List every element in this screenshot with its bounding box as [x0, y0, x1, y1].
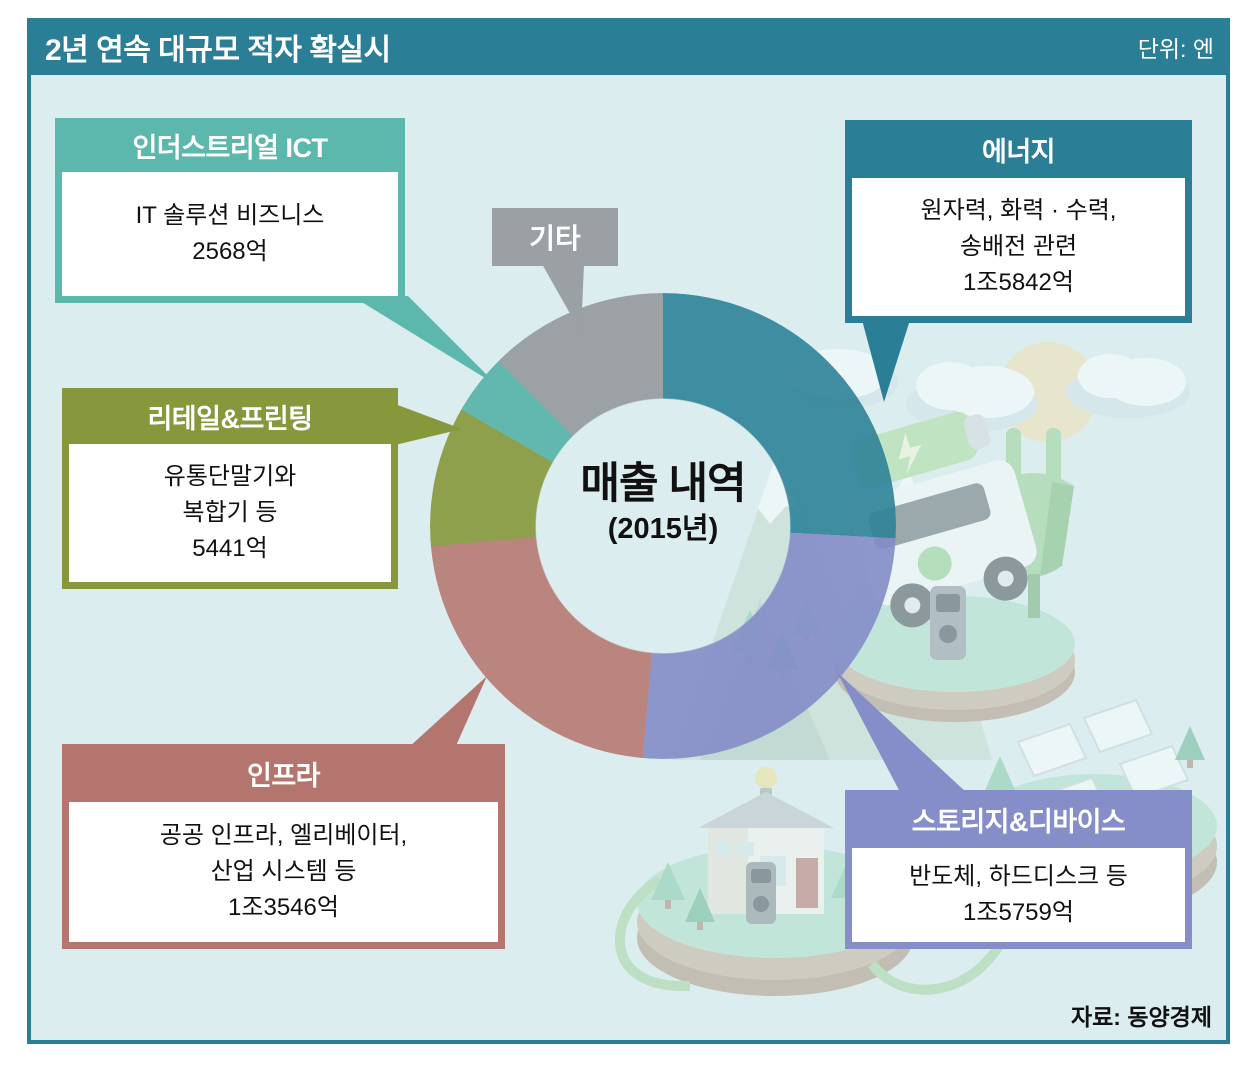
donut-center-label: 매출 내역 (2015년): [513, 460, 813, 547]
callout-value: 1조5842억: [963, 269, 1074, 296]
callout-storage-devices: 스토리지&디바이스 반도체, 하드디스크 등 1조5759억: [845, 790, 1192, 949]
callout-retail-printing: 리테일&프린팅 유통단말기와 복합기 등 5441억: [62, 388, 398, 589]
page-title: 2년 연속 대규모 적자 확실시: [45, 33, 391, 67]
callout-line: 유통단말기와: [163, 463, 297, 490]
callout-energy-body: 원자력, 화력 · 수력, 송배전 관련 1조5842억: [852, 178, 1185, 316]
callout-storage-devices-title: 스토리지&디바이스: [911, 806, 1126, 837]
callout-etc-title: 기타: [529, 223, 581, 254]
callout-retail-printing-title: 리테일&프린팅: [147, 403, 313, 434]
callout-industrial-ict: 인더스트리얼 ICT IT 솔루션 비즈니스 2568억: [55, 118, 405, 303]
callout-infrastructure-title: 인프라: [246, 760, 321, 791]
callout-energy: 에너지 원자력, 화력 · 수력, 송배전 관련 1조5842억: [845, 120, 1192, 323]
unit-label: 단위: 엔: [1137, 35, 1214, 62]
callout-industrial-ict-title: 인더스트리얼 ICT: [132, 132, 328, 163]
callout-value: 5441억: [192, 535, 268, 562]
callout-line: IT 솔루션 비즈니스: [135, 202, 325, 229]
callout-value: 1조3546억: [228, 894, 339, 921]
callout-industrial-ict-body: IT 솔루션 비즈니스 2568억: [62, 172, 398, 296]
donut-subtitle: (2015년): [607, 513, 719, 546]
callout-storage-devices-body: 반도체, 하드디스크 등 1조5759억: [852, 848, 1185, 942]
callout-etc: 기타: [492, 208, 618, 266]
callout-line: 공공 인프라, 엘리베이터,: [159, 822, 408, 849]
callout-retail-printing-body: 유통단말기와 복합기 등 5441억: [69, 444, 391, 582]
callout-line: 복합기 등: [182, 499, 278, 526]
header-bar: 2년 연속 대규모 적자 확실시 단위: 엔: [27, 18, 1230, 75]
callout-line: 원자력, 화력 · 수력,: [920, 197, 1117, 224]
source-label: 자료: 동양경제: [1070, 1004, 1212, 1030]
callout-infrastructure: 인프라 공공 인프라, 엘리베이터, 산업 시스템 등 1조3546억: [62, 744, 505, 949]
callout-line: 송배전 관련: [959, 233, 1078, 260]
callout-value: 1조5759억: [963, 899, 1074, 926]
callout-line: 반도체, 하드디스크 등: [909, 863, 1128, 890]
donut-chart: [430, 293, 896, 759]
callout-line: 산업 시스템 등: [210, 858, 357, 885]
callout-value: 2568억: [192, 238, 268, 265]
callout-energy-title: 에너지: [981, 136, 1056, 167]
donut-title: 매출 내역: [580, 460, 746, 508]
callout-infrastructure-body: 공공 인프라, 엘리베이터, 산업 시스템 등 1조3546억: [69, 802, 498, 942]
